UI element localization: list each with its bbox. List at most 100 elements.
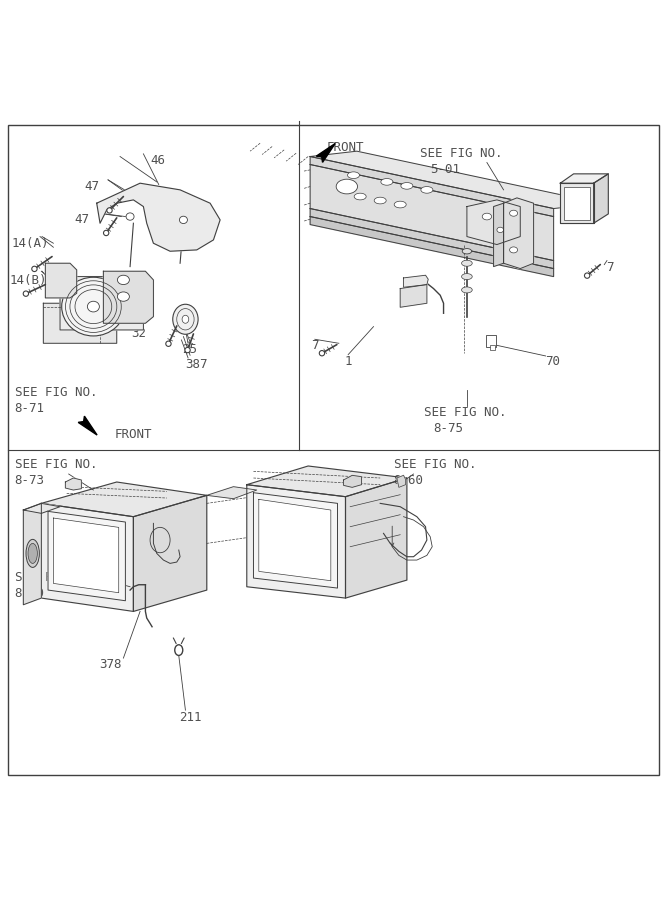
Text: 8-60: 8-60 [394, 474, 424, 487]
Bar [486, 335, 496, 346]
Ellipse shape [462, 248, 472, 254]
Polygon shape [43, 303, 117, 343]
Polygon shape [397, 475, 406, 488]
Text: 7: 7 [606, 261, 613, 274]
Text: SEE FIG NO.: SEE FIG NO. [15, 386, 97, 399]
Polygon shape [247, 485, 346, 598]
Polygon shape [253, 492, 338, 588]
Text: FRONT: FRONT [327, 141, 364, 154]
Polygon shape [60, 276, 143, 330]
Polygon shape [310, 165, 554, 261]
Ellipse shape [510, 247, 518, 253]
Ellipse shape [103, 230, 109, 236]
Text: 25: 25 [182, 343, 197, 356]
Text: 14(B): 14(B) [9, 274, 47, 287]
Polygon shape [344, 475, 362, 488]
Polygon shape [259, 500, 331, 580]
Polygon shape [594, 174, 608, 223]
Ellipse shape [87, 302, 99, 312]
Polygon shape [467, 200, 520, 245]
Polygon shape [310, 151, 600, 209]
Polygon shape [48, 511, 125, 600]
Polygon shape [65, 478, 81, 490]
Ellipse shape [482, 213, 492, 220]
Polygon shape [133, 495, 207, 611]
Polygon shape [346, 478, 407, 598]
Bar [564, 186, 590, 220]
Text: SEE FIG NO.: SEE FIG NO. [15, 572, 97, 584]
Ellipse shape [394, 202, 406, 208]
Text: SEE FIG NO.: SEE FIG NO. [394, 458, 476, 471]
Ellipse shape [26, 539, 39, 567]
Ellipse shape [32, 266, 37, 272]
Text: FRONT: FRONT [115, 428, 152, 441]
Text: SEE FIG NO.: SEE FIG NO. [424, 406, 506, 419]
Polygon shape [78, 416, 97, 435]
Text: 47: 47 [85, 180, 99, 193]
Ellipse shape [185, 347, 190, 353]
Ellipse shape [117, 275, 129, 284]
Polygon shape [400, 284, 427, 307]
Polygon shape [560, 174, 608, 184]
Polygon shape [560, 184, 594, 223]
Ellipse shape [23, 291, 29, 296]
Polygon shape [45, 263, 77, 298]
Ellipse shape [510, 211, 518, 216]
Ellipse shape [497, 227, 504, 232]
Ellipse shape [179, 216, 187, 223]
Text: 1: 1 [345, 355, 352, 367]
Polygon shape [247, 466, 407, 497]
Ellipse shape [374, 197, 386, 204]
Ellipse shape [166, 341, 171, 346]
Text: 387: 387 [185, 358, 208, 371]
Ellipse shape [336, 179, 358, 194]
Ellipse shape [173, 304, 198, 334]
Ellipse shape [117, 292, 129, 302]
Polygon shape [97, 184, 220, 251]
Polygon shape [103, 271, 153, 323]
Polygon shape [494, 203, 504, 266]
Polygon shape [310, 217, 554, 276]
Ellipse shape [381, 178, 393, 185]
Ellipse shape [107, 208, 112, 213]
Ellipse shape [348, 172, 360, 178]
Text: 8-40: 8-40 [15, 588, 45, 600]
Text: 7: 7 [311, 339, 319, 352]
Text: SEE FIG NO.: SEE FIG NO. [15, 458, 97, 471]
Ellipse shape [421, 186, 433, 194]
Text: 70: 70 [545, 356, 560, 368]
Text: 32: 32 [131, 327, 146, 339]
Polygon shape [53, 518, 119, 593]
Ellipse shape [182, 315, 189, 323]
Text: 46: 46 [150, 154, 165, 166]
Text: 8-75: 8-75 [434, 422, 464, 435]
Text: 378: 378 [99, 658, 121, 671]
Text: 14(A): 14(A) [12, 237, 49, 249]
Polygon shape [41, 503, 133, 611]
Polygon shape [316, 143, 336, 162]
Ellipse shape [584, 273, 590, 278]
Text: 8-73: 8-73 [15, 474, 45, 487]
Ellipse shape [462, 287, 472, 292]
Text: 211: 211 [179, 712, 201, 724]
Text: 8-71: 8-71 [15, 402, 45, 415]
Bar [490, 346, 495, 350]
Ellipse shape [61, 277, 125, 336]
Ellipse shape [462, 274, 472, 280]
Polygon shape [23, 503, 41, 605]
Ellipse shape [126, 213, 134, 220]
Ellipse shape [319, 350, 325, 356]
Ellipse shape [401, 183, 413, 189]
Ellipse shape [28, 544, 37, 563]
Polygon shape [41, 482, 207, 517]
Ellipse shape [462, 260, 472, 266]
Polygon shape [310, 209, 554, 268]
Text: 47: 47 [75, 213, 89, 226]
Polygon shape [504, 198, 534, 268]
Ellipse shape [354, 194, 366, 200]
Polygon shape [207, 487, 257, 499]
Polygon shape [23, 503, 60, 513]
Polygon shape [310, 157, 554, 217]
Polygon shape [404, 275, 428, 287]
Text: 5-01: 5-01 [430, 163, 460, 176]
